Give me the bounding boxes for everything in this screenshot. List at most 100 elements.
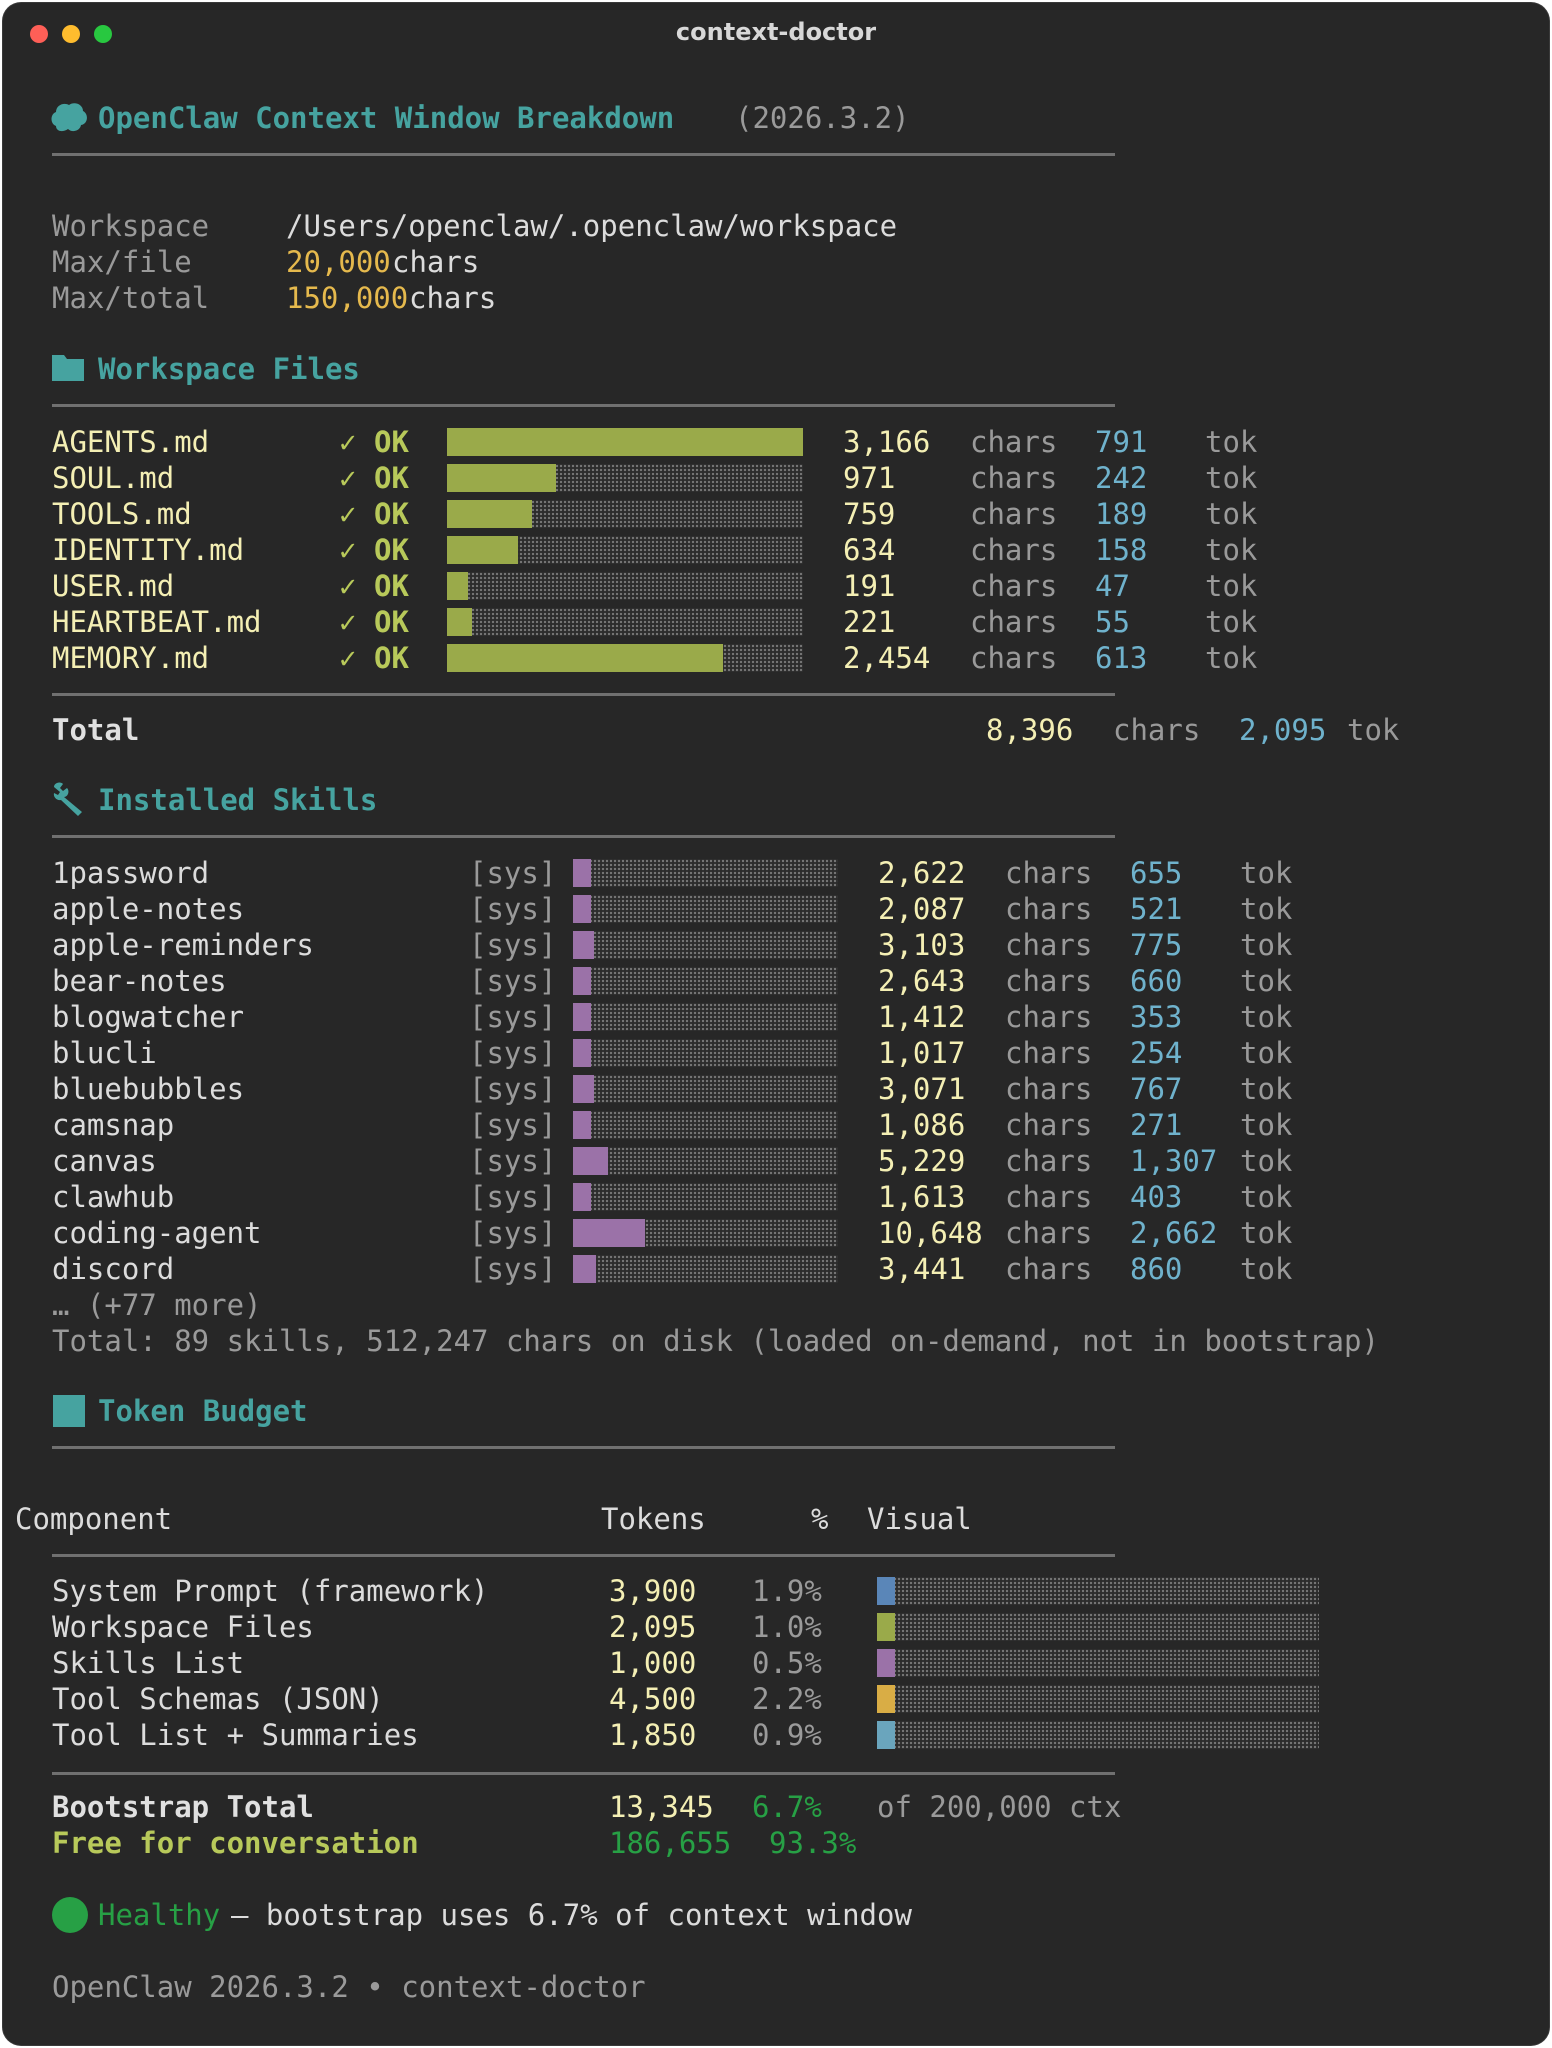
skill-name: bear-notes bbox=[52, 964, 227, 998]
file-name: IDENTITY.md bbox=[52, 533, 245, 567]
skill-bar-fill bbox=[573, 859, 591, 887]
budget-tokens: 4,500 bbox=[609, 1682, 697, 1716]
tok-unit: tok bbox=[1240, 1180, 1293, 1214]
budget-tokens: 1,000 bbox=[609, 1646, 697, 1680]
skill-bar bbox=[573, 1255, 838, 1283]
file-name: MEMORY.md bbox=[52, 641, 210, 675]
status-ok: OK bbox=[374, 641, 409, 675]
minimize-button[interactable] bbox=[62, 25, 80, 43]
zoom-button[interactable] bbox=[94, 25, 112, 43]
file-bar-fill bbox=[447, 644, 723, 672]
maxtotal-value: 150,000 bbox=[286, 281, 409, 315]
wrench-icon bbox=[50, 781, 88, 821]
skill-tokens: 2,662 bbox=[1130, 1216, 1218, 1250]
file-name: SOUL.md bbox=[52, 461, 175, 495]
tok-unit: tok bbox=[1240, 1144, 1293, 1178]
file-tokens: 613 bbox=[1095, 641, 1148, 675]
skill-tag: [sys] bbox=[469, 1216, 557, 1250]
skill-chars: 3,071 bbox=[878, 1072, 966, 1106]
file-bar bbox=[447, 644, 803, 672]
bootstrap-tokens: 13,345 bbox=[609, 1790, 714, 1824]
chars-unit: chars bbox=[970, 533, 1058, 567]
col-visual: Visual bbox=[867, 1502, 972, 1536]
tok-unit: tok bbox=[1240, 1072, 1293, 1106]
skill-tag: [sys] bbox=[469, 1108, 557, 1142]
chars-unit: chars bbox=[1005, 964, 1093, 998]
skill-name: apple-reminders bbox=[52, 928, 314, 962]
workspace-rule bbox=[52, 404, 1115, 407]
footer-text: OpenClaw 2026.3.2 • context-doctor bbox=[52, 1970, 646, 2004]
tok-unit: tok bbox=[1240, 856, 1293, 890]
status-ok: OK bbox=[374, 425, 409, 459]
check-icon: ✓ bbox=[339, 425, 357, 459]
header-rule bbox=[52, 153, 1115, 156]
file-bar bbox=[447, 536, 803, 564]
skill-tag: [sys] bbox=[469, 1180, 557, 1214]
skill-tokens: 254 bbox=[1130, 1036, 1183, 1070]
chars-unit: chars bbox=[1005, 892, 1093, 926]
tok-unit: tok bbox=[1240, 1036, 1293, 1070]
status-ok: OK bbox=[374, 497, 409, 531]
chars-unit: chars bbox=[1005, 1252, 1093, 1286]
skill-bar bbox=[573, 1111, 838, 1139]
tok-unit: tok bbox=[1205, 461, 1258, 495]
tok-unit: tok bbox=[1205, 533, 1258, 567]
skill-tag: [sys] bbox=[469, 1000, 557, 1034]
skill-name: coding-agent bbox=[52, 1216, 262, 1250]
skill-name: apple-notes bbox=[52, 892, 245, 926]
file-tokens: 55 bbox=[1095, 605, 1130, 639]
file-bar-fill bbox=[447, 536, 518, 564]
file-chars: 759 bbox=[843, 497, 896, 531]
skill-tokens: 353 bbox=[1130, 1000, 1183, 1034]
section-title-budget: Token Budget bbox=[98, 1394, 308, 1428]
skill-chars: 1,017 bbox=[878, 1036, 966, 1070]
skill-bar-fill bbox=[573, 1111, 591, 1139]
skill-tokens: 271 bbox=[1130, 1108, 1183, 1142]
file-bar bbox=[447, 500, 803, 528]
close-button[interactable] bbox=[30, 25, 48, 43]
tok-unit: tok bbox=[1205, 425, 1258, 459]
skill-name: camsnap bbox=[52, 1108, 175, 1142]
skill-chars: 1,613 bbox=[878, 1180, 966, 1214]
budget-component: Workspace Files bbox=[52, 1610, 314, 1644]
tok-unit: tok bbox=[1205, 641, 1258, 675]
skill-bar bbox=[573, 967, 838, 995]
skill-bar-fill bbox=[573, 1075, 594, 1103]
free-tokens: 186,655 bbox=[609, 1826, 732, 1860]
free-label: Free for conversation bbox=[52, 1826, 419, 1860]
tok-unit: tok bbox=[1240, 892, 1293, 926]
chars-unit: chars bbox=[1005, 856, 1093, 890]
files-total-rule bbox=[52, 693, 1115, 696]
skill-chars: 3,441 bbox=[878, 1252, 966, 1286]
tok-unit: tok bbox=[1240, 964, 1293, 998]
skill-tokens: 521 bbox=[1130, 892, 1183, 926]
budget-pct: 0.5% bbox=[752, 1646, 822, 1680]
free-pct: 93.3% bbox=[769, 1826, 857, 1860]
skill-bar bbox=[573, 895, 838, 923]
budget-bar bbox=[877, 1613, 1319, 1641]
skill-tag: [sys] bbox=[469, 1072, 557, 1106]
status-ok: OK bbox=[374, 605, 409, 639]
file-name: AGENTS.md bbox=[52, 425, 210, 459]
skill-chars: 10,648 bbox=[878, 1216, 983, 1250]
skill-bar-fill bbox=[573, 895, 591, 923]
skill-chars: 3,103 bbox=[878, 928, 966, 962]
bootstrap-pct: 6.7% bbox=[752, 1790, 822, 1824]
table-header-rule bbox=[52, 1554, 1115, 1557]
file-chars: 2,454 bbox=[843, 641, 931, 675]
chars-unit: chars bbox=[1005, 1180, 1093, 1214]
chars-unit: chars bbox=[970, 641, 1058, 675]
skill-bar bbox=[573, 1183, 838, 1211]
status-ok: OK bbox=[374, 533, 409, 567]
skill-tokens: 655 bbox=[1130, 856, 1183, 890]
skill-tokens: 775 bbox=[1130, 928, 1183, 962]
skill-name: clawhub bbox=[52, 1180, 175, 1214]
section-title-skills: Installed Skills bbox=[98, 783, 378, 817]
chars-unit: chars bbox=[1005, 1144, 1093, 1178]
maxfile-label: Max/file bbox=[52, 245, 192, 279]
chars-unit: chars bbox=[1005, 1108, 1093, 1142]
bootstrap-of: of 200,000 ctx bbox=[877, 1790, 1122, 1824]
budget-component: Tool Schemas (JSON) bbox=[52, 1682, 384, 1716]
budget-bar bbox=[877, 1721, 1319, 1749]
file-name: TOOLS.md bbox=[52, 497, 192, 531]
